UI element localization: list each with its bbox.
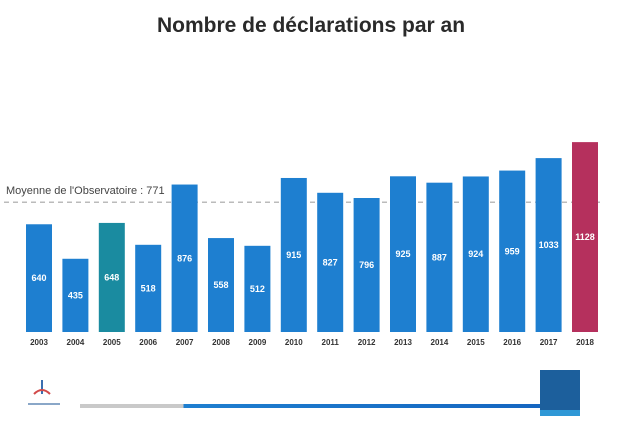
x-tick-label: 2005: [103, 338, 121, 347]
x-tick-label: 2015: [467, 338, 485, 347]
bar-value-label: 435: [68, 290, 83, 300]
footer-divider: [80, 404, 550, 408]
bar-value-label: 558: [213, 280, 228, 290]
chart-title: Nombre de déclarations par an: [156, 14, 466, 37]
bar-value-label: 959: [505, 246, 520, 256]
x-tick-label: 2009: [249, 338, 267, 347]
bar-2006: [135, 244, 162, 332]
partner-logo: [540, 370, 580, 416]
bar-2014: [426, 182, 453, 332]
bar-2010: [280, 177, 307, 332]
bar-value-label: 876: [177, 253, 192, 263]
bar-2005: [98, 222, 125, 332]
bar-2013: [390, 176, 416, 332]
bars-group: 640 2003 435 2004 648 2005 518 2006 876 2007 558 20…: [26, 142, 598, 347]
bar-chart: Moyenne de l'Observatoire : 771 640 2003 4…: [4, 142, 600, 347]
x-tick-label: 2017: [540, 338, 558, 347]
bar-value-label: 518: [141, 283, 156, 293]
x-tick-label: 2004: [67, 338, 85, 347]
bar-2008: [208, 238, 234, 332]
x-tick-label: 2014: [431, 338, 449, 347]
x-tick-label: 2016: [503, 338, 521, 347]
bar-2007: [171, 184, 198, 332]
bar-2009: [244, 245, 271, 332]
bar-value-label: 924: [468, 249, 483, 259]
bar-value-label: 827: [323, 257, 338, 267]
bar-value-label: 648: [104, 272, 119, 282]
bar-2004: [62, 258, 89, 332]
x-tick-label: 2018: [576, 338, 594, 347]
bar-value-label: 1128: [575, 232, 595, 242]
bar-2017: [535, 158, 562, 332]
bar-2011: [317, 192, 344, 332]
bar-2012: [353, 198, 380, 332]
bar-value-label: 1033: [539, 240, 559, 250]
bar-value-label: 915: [286, 250, 301, 260]
bar-value-label: 640: [31, 273, 46, 283]
x-tick-label: 2010: [285, 338, 303, 347]
x-tick-label: 2012: [358, 338, 376, 347]
bar-2016: [499, 170, 526, 332]
bar-value-label: 925: [395, 249, 410, 259]
x-tick-label: 2007: [176, 338, 194, 347]
x-tick-label: 2008: [212, 338, 230, 347]
average-label: Moyenne de l'Observatoire : 771: [6, 185, 165, 197]
x-tick-label: 2006: [139, 338, 157, 347]
bar-value-label: 796: [359, 260, 374, 270]
bar-2003: [26, 224, 52, 332]
bar-2015: [462, 176, 489, 332]
x-tick-label: 2003: [30, 338, 48, 347]
bar-2018: [572, 142, 598, 332]
bar-value-label: 512: [250, 284, 265, 294]
x-tick-label: 2013: [394, 338, 412, 347]
bar-value-label: 887: [432, 252, 447, 262]
x-tick-label: 2011: [322, 338, 340, 347]
observatoire-logo: [22, 372, 66, 412]
